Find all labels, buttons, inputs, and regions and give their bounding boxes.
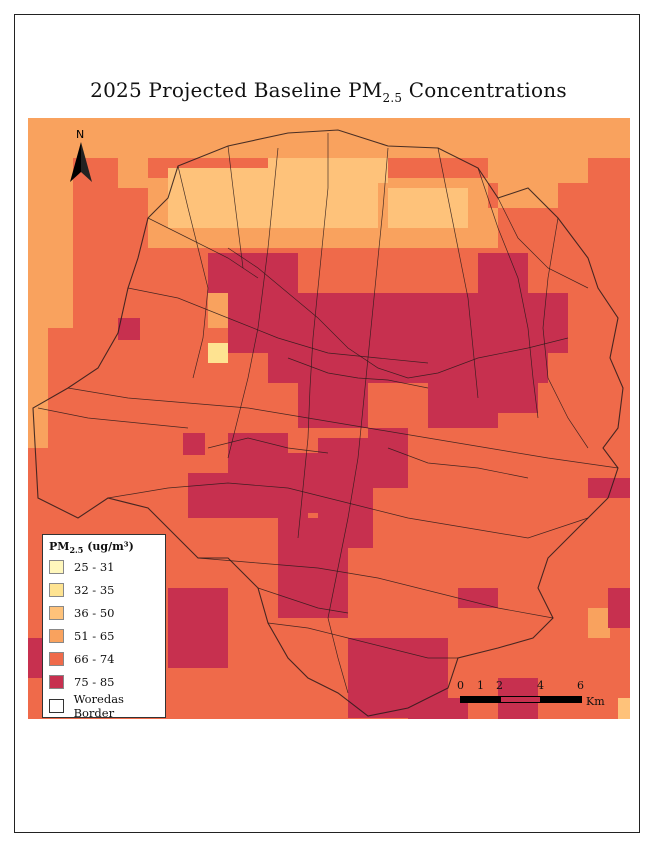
map-legend: PM2.5 (ug/m³) 25 - 31 32 - 35 36 - 50 51 - … <box>42 534 166 720</box>
zone-75-85 <box>228 433 288 453</box>
woreda-border <box>437 147 479 399</box>
legend-title: PM2.5 (ug/m³) <box>49 540 134 556</box>
woreda-border <box>227 247 569 379</box>
scale-unit: Km <box>586 695 605 708</box>
zone-75-85 <box>228 453 318 513</box>
scale-tick-1: 1 <box>477 679 484 692</box>
scale-tick-4: 4 <box>537 679 544 692</box>
zone-75-85 <box>168 588 228 668</box>
zone-75-85 <box>408 698 468 719</box>
zone-75-85 <box>588 478 630 498</box>
border-swatch <box>49 699 64 713</box>
legend-border-label: Woredas Border <box>73 692 124 720</box>
zone-75-85 <box>368 428 408 488</box>
woreda-border <box>127 287 429 364</box>
legend-label: 66 - 74 <box>74 652 115 666</box>
zone-51-65 <box>118 158 148 188</box>
woreda-border <box>32 129 624 717</box>
zone-75-85 <box>538 318 568 348</box>
legend-row: 66 - 74 <box>49 651 114 667</box>
legend-label: 25 - 31 <box>74 560 115 574</box>
zone-51-65 <box>588 608 610 638</box>
north-arrow: N <box>66 128 98 188</box>
scale-tick-2: 2 <box>496 679 503 692</box>
woreda-border <box>267 622 458 659</box>
woreda-border <box>227 147 279 459</box>
woreda-border <box>107 482 589 539</box>
zone-75-85 <box>208 253 298 293</box>
zone-75-85 <box>448 383 538 413</box>
scale-tick-0: 0 <box>457 679 464 692</box>
legend-swatch <box>49 652 64 666</box>
north-arrow-icon <box>70 142 92 182</box>
zone-75-85 <box>458 588 498 608</box>
woreda-border <box>542 217 589 449</box>
woreda-border <box>197 557 554 619</box>
legend-swatch <box>49 675 64 689</box>
woreda-border <box>227 145 244 269</box>
map-title: 2025 Projected Baseline PM2.5 Concentrat… <box>90 78 567 105</box>
zone-36-50 <box>618 698 630 719</box>
scale-segment-4 <box>540 696 582 703</box>
zone-75-85 <box>268 353 548 383</box>
zone-75-85 <box>478 253 528 303</box>
woreda-border <box>257 587 349 614</box>
woreda-border <box>177 165 209 379</box>
zone-75-85 <box>118 318 140 340</box>
woreda-border <box>37 407 189 429</box>
north-label: N <box>76 128 85 141</box>
woreda-border <box>387 447 529 479</box>
zone-51-65 <box>498 178 558 208</box>
legend-swatch <box>49 606 64 620</box>
legend-row: 75 - 85 <box>49 674 114 690</box>
zone-51-65 <box>28 328 48 448</box>
legend-label: 51 - 65 <box>74 629 115 643</box>
zone-51-65 <box>588 118 630 158</box>
scale-segment-2 <box>480 696 501 703</box>
legend-row: 36 - 50 <box>49 605 114 621</box>
zone-75-85 <box>183 433 205 455</box>
zone-36-50 <box>388 188 468 228</box>
legend-label: 75 - 85 <box>74 675 115 689</box>
scale-segment-1 <box>460 696 481 703</box>
legend-label: 32 - 35 <box>74 583 115 597</box>
woreda-border <box>497 197 589 289</box>
scale-bar: 0 1 2 4 6 Km <box>455 679 615 709</box>
woreda-border <box>477 167 539 419</box>
legend-row: 25 - 31 <box>49 559 114 575</box>
zone-75-85 <box>608 588 630 628</box>
legend-swatch <box>49 560 64 574</box>
scale-segment-3 <box>500 696 541 703</box>
woreda-border <box>207 437 329 454</box>
zone-51-65 <box>28 118 630 158</box>
woreda-border <box>287 357 429 389</box>
legend-row: 51 - 65 <box>49 628 114 644</box>
legend-border-row: Woredas Border <box>49 692 165 720</box>
woreda-border <box>327 147 389 619</box>
map-frame <box>14 14 640 833</box>
scale-tick-6: 6 <box>577 679 584 692</box>
zone-51-65 <box>28 158 73 328</box>
woreda-border <box>67 387 619 469</box>
zone-25-31 <box>208 343 228 363</box>
legend-swatch <box>49 583 64 597</box>
legend-label: 36 - 50 <box>74 606 115 620</box>
legend-swatch <box>49 629 64 643</box>
legend-row: 32 - 35 <box>49 582 114 598</box>
woreda-border <box>297 133 329 539</box>
woreda-border <box>327 617 349 694</box>
